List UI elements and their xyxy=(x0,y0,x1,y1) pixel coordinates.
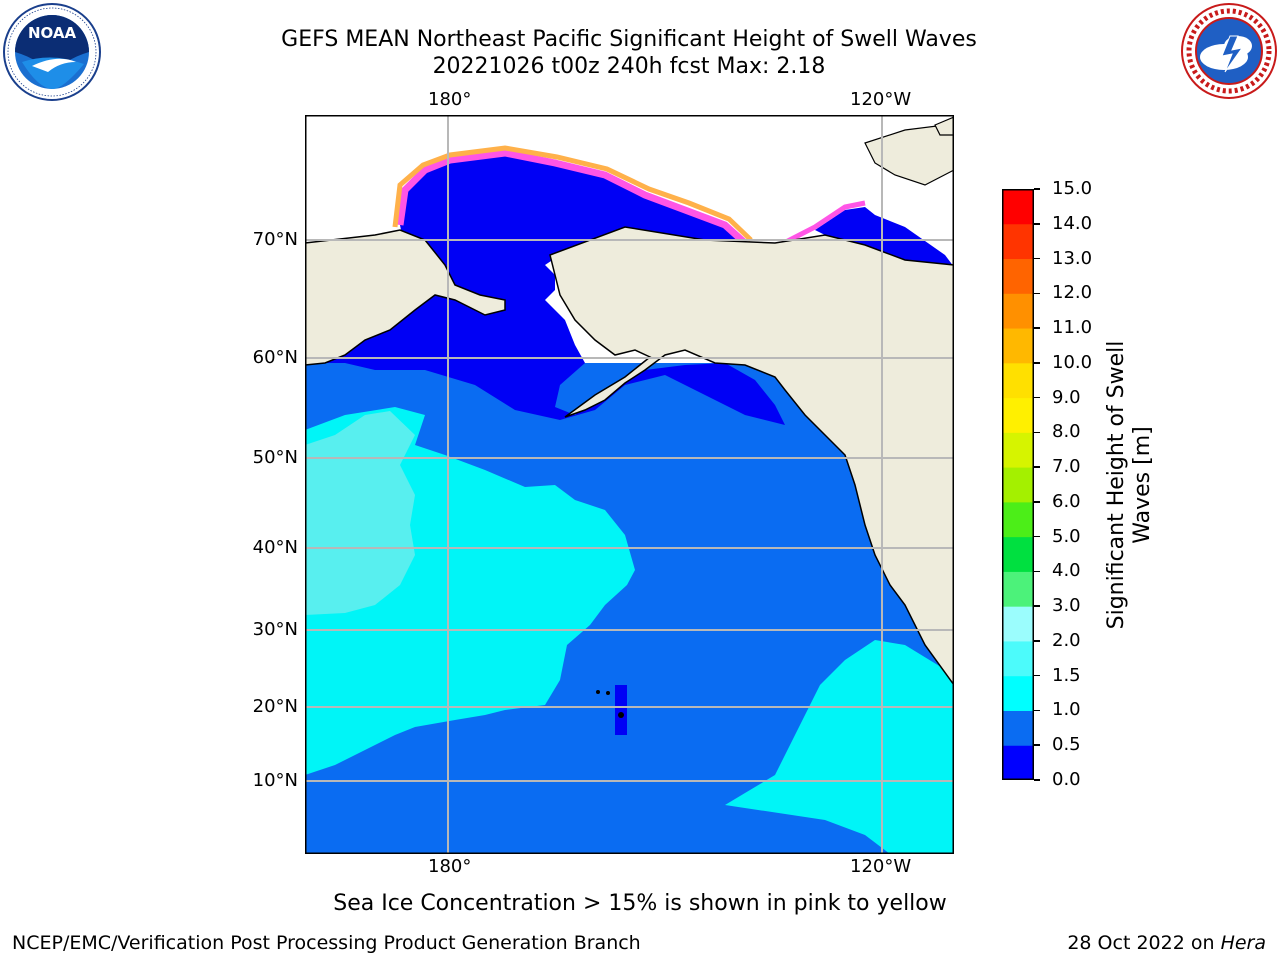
lat-label-50n: 50°N xyxy=(252,447,298,468)
sea-ice-edge-orange xyxy=(392,145,753,242)
colorbar-segment xyxy=(1002,258,1034,294)
colorbar-tick-label: 10.0 xyxy=(1052,351,1093,373)
colorbar-segment xyxy=(1002,189,1034,225)
noaa-logo-text: NOAA xyxy=(28,24,77,42)
colorbar-segment xyxy=(1002,397,1034,433)
colorbar-segment xyxy=(1002,571,1034,607)
lat-label-10n: 10°N xyxy=(252,770,298,791)
lon-label-bottom-180: 180° xyxy=(428,856,472,877)
colorbar-tick-mark xyxy=(1034,501,1040,503)
ocean-low-canadian-arctic xyxy=(815,207,954,269)
swell-light-cyan-west xyxy=(305,411,415,615)
sea-ice-edge-canada xyxy=(778,200,866,248)
lon-label-bottom-120w: 120°W xyxy=(850,856,912,877)
colorbar-segment xyxy=(1002,745,1034,780)
colorbar-tick-mark xyxy=(1034,466,1040,468)
footer-date-text: 28 Oct 2022 on xyxy=(1067,932,1221,954)
land-north-america xyxy=(549,226,954,687)
noaa-logo-icon: NOAA xyxy=(2,2,102,102)
colorbar-segment xyxy=(1002,293,1034,329)
colorbar-segment xyxy=(1002,328,1034,364)
chart-title: GEFS MEAN Northeast Pacific Significant … xyxy=(281,27,977,52)
sea-ice-edge-pink xyxy=(396,149,748,246)
colorbar-tick-label: 11.0 xyxy=(1052,317,1093,339)
colorbar-tick-label: 3.0 xyxy=(1052,595,1081,617)
colorbar-tick-mark xyxy=(1034,362,1040,364)
colorbar-tick-label: 13.0 xyxy=(1052,247,1093,269)
footer-producer: NCEP/EMC/Verification Post Processing Pr… xyxy=(12,932,641,954)
colorbar-segment xyxy=(1002,536,1034,572)
colorbar-segment xyxy=(1002,710,1034,746)
land-arctic-islands-2 xyxy=(934,116,954,136)
footer-host: Hera xyxy=(1220,932,1266,954)
colorbar-tick-mark xyxy=(1034,396,1040,399)
lon-label-top-120w: 120°W xyxy=(850,89,912,110)
colorbar-tick-label: 8.0 xyxy=(1052,421,1081,443)
colorbar-tick-mark xyxy=(1034,223,1040,225)
colorbar-tick-label: 7.0 xyxy=(1052,456,1081,478)
lat-label-40n: 40°N xyxy=(252,537,298,558)
colorbar-tick-label: 0.5 xyxy=(1052,734,1081,756)
colorbar-segment xyxy=(1002,467,1034,503)
colorbar-tick-label: 1.0 xyxy=(1052,699,1081,721)
chart-subtitle: 20221026 t00z 240h fcst Max: 2.18 xyxy=(432,54,826,79)
colorbar-segment xyxy=(1002,606,1034,642)
colorbar-tick-mark xyxy=(1034,605,1040,607)
colorbar-segment xyxy=(1002,501,1034,538)
colorbar-tick-mark xyxy=(1034,570,1040,573)
colorbar-label-line2: Waves [m] xyxy=(1130,426,1155,544)
lat-label-30n: 30°N xyxy=(252,619,298,640)
colorbar-tick-label: 5.0 xyxy=(1052,525,1081,547)
swell-height-map xyxy=(305,115,954,854)
colorbar xyxy=(1002,189,1034,780)
map-gridlines xyxy=(305,115,954,854)
colorbar-segment xyxy=(1002,223,1034,260)
colorbar-tick-label: 14.0 xyxy=(1052,212,1093,234)
colorbar-label: Significant Height of Swell Waves [m] xyxy=(1104,341,1156,630)
colorbar-segment xyxy=(1002,675,1034,711)
colorbar-segment xyxy=(1002,432,1034,468)
lat-label-70n: 70°N xyxy=(252,229,298,250)
map-panel xyxy=(305,115,954,854)
colorbar-tick-label: 9.0 xyxy=(1052,386,1081,408)
lat-label-60n: 60°N xyxy=(252,347,298,368)
colorbar-tick-mark xyxy=(1034,779,1040,781)
colorbar-tick-label: 6.0 xyxy=(1052,490,1081,512)
colorbar-segment xyxy=(1002,362,1034,399)
colorbar-tick-label: 2.0 xyxy=(1052,629,1081,651)
colorbar-tick-mark xyxy=(1034,257,1040,260)
colorbar-tick-label: 15.0 xyxy=(1052,178,1093,199)
colorbar-tick-mark xyxy=(1034,744,1040,746)
lat-label-20n: 20°N xyxy=(252,696,298,717)
colorbar-tick-mark xyxy=(1034,640,1040,642)
colorbar-tick-mark xyxy=(1034,535,1040,538)
colorbar-tick-label: 0.0 xyxy=(1052,769,1081,790)
lon-label-top-180: 180° xyxy=(428,89,472,110)
colorbar-tick-label: 12.0 xyxy=(1052,282,1093,304)
hawaii-islands xyxy=(596,685,627,735)
sea-ice-note: Sea Ice Concentration > 15% is shown in … xyxy=(333,891,947,916)
colorbar-tick-mark xyxy=(1034,431,1040,434)
nws-logo-icon xyxy=(1180,2,1278,100)
colorbar-segment xyxy=(1002,640,1034,677)
colorbar-tick-mark xyxy=(1034,292,1040,295)
colorbar-label-line1: Significant Height of Swell xyxy=(1104,340,1129,630)
colorbar-tick-mark xyxy=(1034,327,1040,329)
colorbar-tick-label: 4.0 xyxy=(1052,560,1081,582)
colorbar-tick-mark xyxy=(1034,188,1040,190)
colorbar-tick-mark xyxy=(1034,674,1040,677)
colorbar-tick-mark xyxy=(1034,709,1040,712)
swell-cyan-southeast xyxy=(725,640,954,854)
colorbar-tick-label: 1.5 xyxy=(1052,664,1081,686)
footer-date: 28 Oct 2022 on Hera xyxy=(1067,932,1266,954)
